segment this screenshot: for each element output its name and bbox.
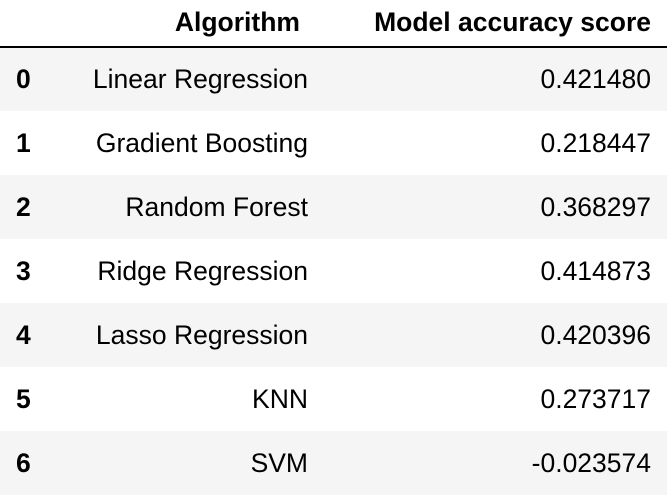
- table-row: 1 Gradient Boosting 0.218447: [0, 111, 667, 175]
- index-column-header: [0, 0, 44, 48]
- score-column-header: Model accuracy score: [316, 0, 667, 48]
- algorithm-cell: SVM: [250, 447, 308, 478]
- algorithm-cell: Linear Regression: [92, 64, 308, 95]
- table-row: 0 Linear Regression 0.421480: [0, 47, 667, 111]
- score-cell: 0.218447: [540, 127, 651, 158]
- algorithm-cell: Random Forest: [125, 191, 308, 222]
- table-header: Algorithm Model accuracy score: [0, 0, 667, 48]
- row-index: 5: [16, 383, 31, 414]
- header-row: Algorithm Model accuracy score: [0, 0, 667, 48]
- algorithm-cell: Gradient Boosting: [95, 127, 308, 158]
- algorithm-column-header: Algorithm: [44, 0, 316, 48]
- table-row: 5 KNN 0.273717: [0, 367, 667, 431]
- row-index: 2: [16, 191, 31, 222]
- table-row: 2 Random Forest 0.368297: [0, 175, 667, 239]
- row-index: 4: [16, 319, 31, 350]
- algorithm-cell: Ridge Regression: [97, 255, 308, 286]
- table-body: 0 Linear Regression 0.421480 1 Gradient …: [0, 47, 667, 495]
- score-cell: 0.421480: [540, 64, 651, 95]
- score-cell: 0.273717: [540, 383, 651, 414]
- score-cell: 0.368297: [540, 191, 651, 222]
- row-index: 3: [16, 255, 31, 286]
- row-index: 0: [16, 64, 31, 95]
- algorithm-cell: KNN: [252, 383, 308, 414]
- score-cell: 0.414873: [540, 255, 651, 286]
- score-cell: -0.023574: [531, 447, 651, 478]
- table-row: 6 SVM -0.023574: [0, 431, 667, 495]
- table-row: 3 Ridge Regression 0.414873: [0, 239, 667, 303]
- row-index: 6: [16, 447, 31, 478]
- table-row: 4 Lasso Regression 0.420396: [0, 303, 667, 367]
- score-cell: 0.420396: [540, 319, 651, 350]
- row-index: 1: [16, 127, 31, 158]
- algorithm-cell: Lasso Regression: [95, 319, 308, 350]
